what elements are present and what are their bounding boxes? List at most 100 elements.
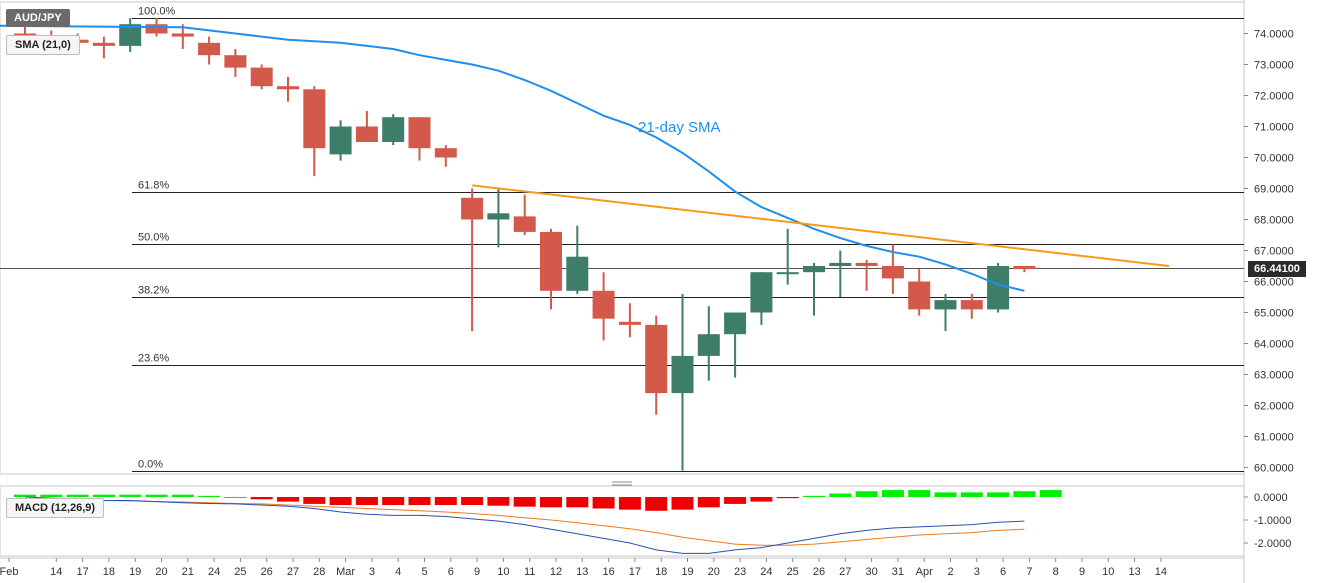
time-tick-label: 13 xyxy=(576,566,588,578)
time-tick-label: 21 xyxy=(182,566,194,578)
macd-histogram-bar xyxy=(645,497,668,511)
candle-body xyxy=(803,266,825,273)
price-tick-label: 60.0000 xyxy=(1254,463,1294,475)
time-tick-label: 20 xyxy=(708,566,720,578)
time-tick-label: 9 xyxy=(474,566,480,578)
main-plot-frame xyxy=(0,1,1245,475)
macd-indicator-badge[interactable]: MACD (12,26,9) xyxy=(6,498,105,518)
macd-histogram-bar xyxy=(487,497,510,506)
macd-histogram-bar xyxy=(382,497,405,506)
candle-body xyxy=(487,213,510,220)
macd-histogram-bar xyxy=(697,497,720,508)
candle-body xyxy=(198,42,221,56)
price-tick-label: 72.0000 xyxy=(1254,91,1294,103)
fib-label: 50.0% xyxy=(138,232,169,244)
time-tick-label: 6 xyxy=(448,566,454,578)
macd-histogram-bar xyxy=(408,497,431,506)
fib-label: 38.2% xyxy=(138,285,169,297)
macd-histogram-bar xyxy=(987,492,1010,497)
time-tick-label: 4 xyxy=(395,566,401,578)
macd-histogram-bar xyxy=(513,497,536,507)
price-tick-label: 67.0000 xyxy=(1254,246,1294,258)
candle-body xyxy=(776,272,799,275)
candlestick-series xyxy=(14,18,1036,471)
time-tick-label: 6 xyxy=(1000,566,1006,578)
macd-tick-label: -1.0000 xyxy=(1254,515,1291,527)
price-tick-label: 61.0000 xyxy=(1254,432,1294,444)
time-tick-label: 18 xyxy=(103,566,115,578)
macd-histogram-bar xyxy=(776,497,799,499)
candle-body xyxy=(645,324,668,394)
time-tick-label: 27 xyxy=(287,566,299,578)
axes: 74.000073.000072.000071.000070.000069.00… xyxy=(0,29,1294,578)
price-tick-label: 71.0000 xyxy=(1254,122,1294,134)
macd-histogram-bar xyxy=(934,492,957,497)
price-tick-label: 66.0000 xyxy=(1254,277,1294,289)
price-tick-label: 70.0000 xyxy=(1254,153,1294,165)
price-tick-label: 65.0000 xyxy=(1254,308,1294,320)
time-tick-label: 26 xyxy=(813,566,825,578)
macd-histogram-bar xyxy=(618,497,641,510)
candle-body xyxy=(224,55,247,68)
candle-body xyxy=(960,300,983,310)
candle-body xyxy=(724,312,747,335)
fib-label: 0.0% xyxy=(138,459,163,471)
time-tick-label: 5 xyxy=(421,566,427,578)
macd-histogram-bar xyxy=(803,495,825,497)
time-tick-label: 17 xyxy=(76,566,88,578)
macd-histogram-bar xyxy=(1013,491,1036,497)
macd-histogram-bar xyxy=(960,492,983,497)
candle-body xyxy=(697,334,720,356)
macd-histogram-bar xyxy=(724,497,747,504)
candle-body xyxy=(408,117,431,149)
time-tick-label: 7 xyxy=(1026,566,1032,578)
symbol-badge[interactable]: AUD/JPY xyxy=(6,9,70,27)
macd-histogram-bar xyxy=(540,497,562,508)
sma-indicator-badge[interactable]: SMA (21,0) xyxy=(6,35,80,55)
candle-body xyxy=(934,300,957,310)
candle-body xyxy=(92,42,115,46)
macd-histogram-bar xyxy=(671,497,694,510)
macd-histogram-bar xyxy=(329,497,352,506)
time-tick-label: 25 xyxy=(787,566,799,578)
candle-body xyxy=(750,272,773,313)
candle-body xyxy=(592,290,615,319)
time-tick-label: Apr xyxy=(916,566,933,578)
time-tick-label: 28 xyxy=(313,566,325,578)
fib-label: 100.0% xyxy=(138,6,176,18)
time-tick-label: 17 xyxy=(629,566,641,578)
candle-body xyxy=(461,197,484,220)
sma-annotation: 21-day SMA xyxy=(638,119,721,136)
trendline-series xyxy=(471,184,1170,267)
time-tick-label: 2 xyxy=(947,566,953,578)
macd-tick-label: -2.0000 xyxy=(1254,538,1291,550)
macd-histogram-bar xyxy=(881,490,904,497)
macd-histogram-bar xyxy=(224,497,247,498)
macd-histogram-bar xyxy=(303,497,326,504)
candle-body xyxy=(566,256,589,291)
macd-histogram-bar xyxy=(119,494,142,497)
fib-label: 23.6% xyxy=(138,353,169,365)
time-tick-label: 23 xyxy=(734,566,746,578)
candle-body xyxy=(908,281,931,310)
time-tick-label: 24 xyxy=(760,566,772,578)
time-tick-label: 19 xyxy=(129,566,141,578)
time-tick-label: 26 xyxy=(261,566,273,578)
candle-body xyxy=(855,262,878,266)
time-tick-label: Feb xyxy=(0,566,18,578)
macd-histogram-bar xyxy=(40,494,63,497)
time-tick-label: 19 xyxy=(681,566,693,578)
macd-histogram-bar xyxy=(92,494,115,497)
macd-histogram-bar xyxy=(855,491,878,497)
macd-histogram-bar xyxy=(277,497,299,502)
resistance-trendline xyxy=(471,184,1170,267)
last-price-tag: 66.44100 xyxy=(1248,261,1306,277)
time-tick-label: 14 xyxy=(50,566,62,578)
candle-body xyxy=(618,321,641,325)
candle-body xyxy=(513,216,536,232)
candle-body xyxy=(829,262,852,266)
time-tick-label: 9 xyxy=(1079,566,1085,578)
time-tick-label: 10 xyxy=(497,566,509,578)
time-tick-label: 11 xyxy=(524,566,535,578)
